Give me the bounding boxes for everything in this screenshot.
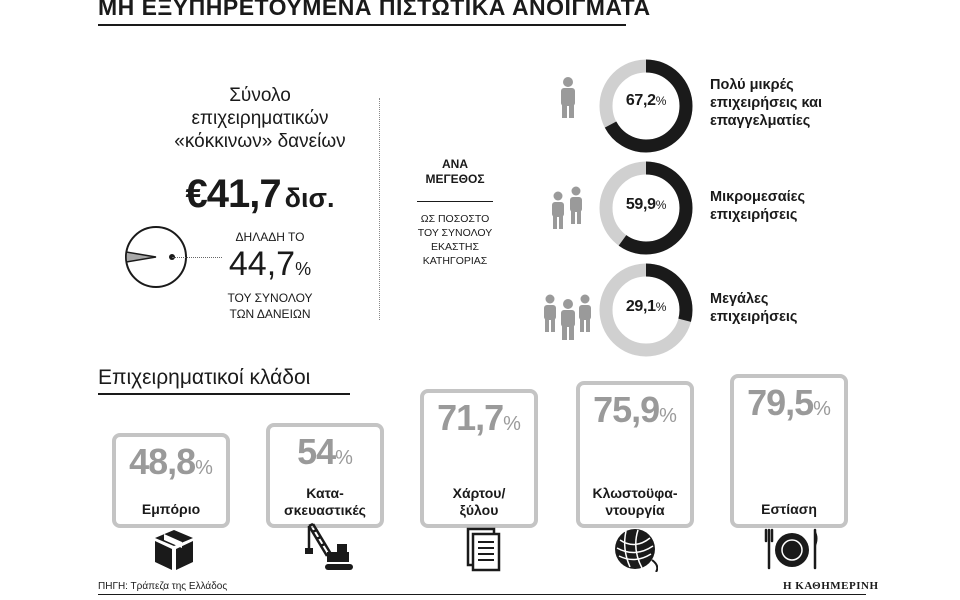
box-icon [155,530,193,570]
size-label-line: επαγγελματίες [710,113,811,129]
size-label-line: Μεγάλες [710,291,769,307]
branch-label: Εστίαση [757,500,821,519]
by-size-heading-line: ΑΝΑ [442,157,468,171]
size-label-line: επιχειρήσεις [710,309,798,325]
size-label-very-small: Πολύ μικρές επιχειρήσεις και επαγγελματί… [710,76,822,130]
by-size-subheading: ΩΣ ΠΟΣΟΣΤΟ ΤΟΥ ΣΥΝΟΛΟΥ ΕΚΑΣΤΗΣ ΚΑΤΗΓΟΡΙΑ… [405,212,505,268]
branch-value: 48,8% [118,441,224,483]
branch-value: 54% [272,431,378,473]
branch-label: Κλωστοϋφα-ντουργία [588,484,682,520]
branch-value-unit: % [813,398,831,420]
plate-cutlery-icon [764,528,818,570]
branch-label-line: Εστίαση [761,501,817,517]
crane-icon [305,522,353,570]
branch-label-line: σκευαστικές [284,502,366,518]
size-label-line: επιχειρήσεις [710,207,798,223]
branch-label-line: Κατα- [306,485,344,501]
size-label-sme: Μικρομεσαίες επιχειρήσεις [710,188,805,224]
branch-label: Εμπόριο [137,500,205,519]
by-size-subheading-line: ΤΟΥ ΣΥΝΟΛΟΥ [417,227,493,239]
branch-label-line: ντουργία [605,502,665,518]
two-people-icon [552,186,582,229]
total-heading: Σύνολο επιχειρηματικών «κόκκινων» δανείω… [140,84,380,153]
total-amount-unit: δισ. [284,183,335,213]
branch-value-number: 54 [297,431,336,473]
share-suffix-line: ΤΩΝ ΔΑΝΕΙΩΝ [229,307,311,321]
share-value-unit: % [295,259,312,279]
by-size-heading-line: ΜΕΓΕΘΟΣ [425,172,485,186]
title-rule [98,24,626,26]
share-suffix: ΤΟΥ ΣΥΝΟΛΟΥ ΤΩΝ ΔΑΝΕΙΩΝ [200,290,340,322]
ring-value-large: 29,1% [598,298,694,316]
share-prefix: ΔΗΛΑΔΗ ΤΟ [235,230,305,244]
ring-value-unit: % [655,198,667,212]
donut-sme [599,161,693,255]
ring-value-number: 67,2 [625,92,656,109]
branch-label: Κατα-σκευαστικές [280,484,370,520]
branch-value: 79,5% [736,382,842,424]
branches-rule [98,393,350,395]
branch-value: 71,7% [426,397,532,439]
ring-value-unit: % [655,300,667,314]
branch-value-unit: % [503,413,521,436]
ring-value-unit: % [655,94,667,108]
branch-label-line: ξύλου [459,502,499,518]
share-leader-line [172,257,222,258]
total-amount-value: €41,7 [185,172,282,216]
branch-label-line: Κλωστοϋφα- [592,485,678,501]
by-size-heading: ΑΝΑ ΜΕΓΕΘΟΣ [412,157,498,187]
group-people-icon [544,294,591,340]
by-size-rule [417,201,493,202]
donut-large-businesses [599,263,693,357]
branch-label-line: Χάρτου/ [452,485,506,501]
single-person-icon [561,77,575,118]
size-label-line: Μικρομεσαίες [710,189,806,205]
ring-value-sme: 59,9% [598,196,694,214]
footer-rule [98,594,866,595]
yarn-ball-icon [615,529,658,572]
branch-value-number: 79,5 [747,382,814,423]
branch-value: 75,9% [582,389,688,431]
branch-value-number: 75,9 [593,388,660,430]
section-divider [379,98,380,320]
total-heading-line: επιχειρηματικών [191,108,329,129]
donut-very-small-businesses [599,59,693,153]
total-amount: €41,7 δισ. [140,172,380,217]
branch-value-number: 48,8 [129,441,196,483]
ring-value-number: 59,9 [625,196,656,213]
publisher-name: Η ΚΑΘΗΜΕΡΙΝΗ [783,580,879,592]
share-suffix-line: ΤΟΥ ΣΥΝΟΛΟΥ [227,291,313,305]
total-heading-line: Σύνολο [229,85,291,106]
branch-value-unit: % [659,404,677,427]
share-value: 44,7% [200,245,340,284]
total-heading-line: «κόκκινων» δανείων [174,131,346,152]
branch-label-line: Εμπόριο [141,501,201,517]
branch-value-unit: % [195,457,213,480]
by-size-subheading-line: ΩΣ ΠΟΣΟΣΤΟ [420,213,490,225]
ring-arc [599,161,693,255]
branch-value-unit: % [335,447,353,470]
page-title: ΜΗ ΕΞΥΠΗΡΕΤΟΥΜΕΝΑ ΠΙΣΤΩΤΙΚΑ ΑΝΟΙΓΜΑΤΑ [98,0,651,20]
ring-arc [599,263,693,357]
branches-title: Επιχειρηματικοί κλάδοι [98,366,311,389]
share-pie-slice [125,251,157,263]
size-label-large: Μεγάλες επιχειρήσεις [710,290,797,326]
source-note: ΠΗΓΗ: Τράπεζα της Ελλάδος [98,581,228,592]
size-label-line: Πολύ μικρές [710,77,794,93]
branch-value-number: 71,7 [437,397,504,439]
branch-label: Χάρτου/ξύλου [448,484,510,520]
ring-arc [599,59,693,153]
share-value-number: 44,7 [228,245,296,283]
by-size-subheading-line: ΚΑΤΗΓΟΡΙΑΣ [422,255,488,267]
paper-stack-icon [466,527,501,572]
size-label-line: επιχειρήσεις και [710,95,823,111]
by-size-subheading-line: ΕΚΑΣΤΗΣ [431,241,479,253]
ring-value-number: 29,1 [625,298,656,315]
ring-value-very-small: 67,2% [598,92,694,110]
